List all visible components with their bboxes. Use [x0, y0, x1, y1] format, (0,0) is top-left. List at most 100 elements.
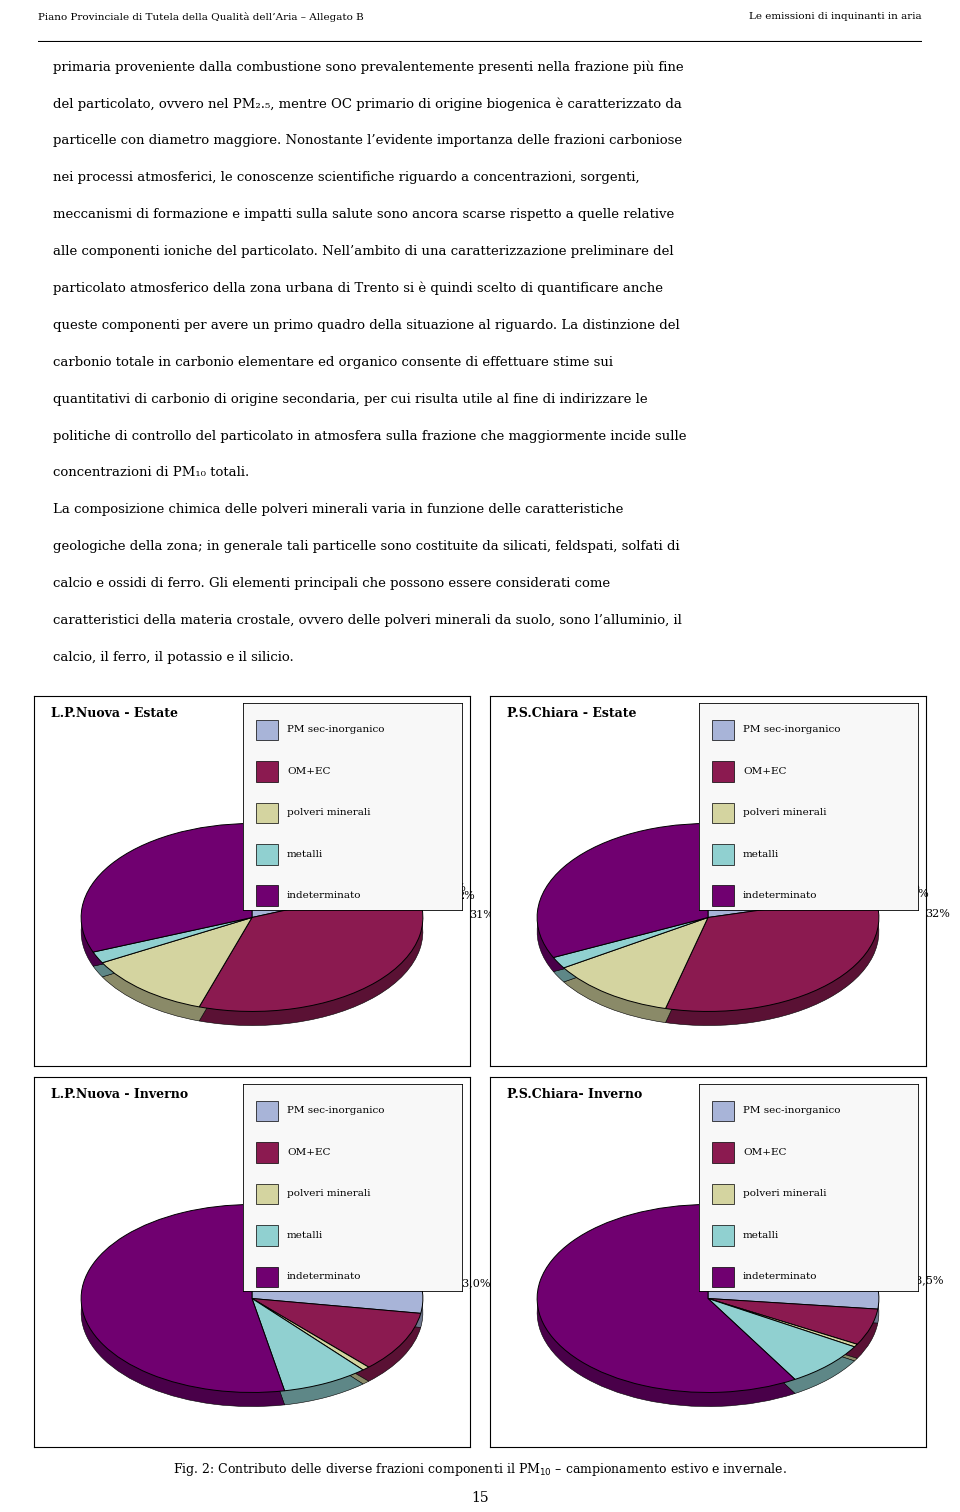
Wedge shape	[708, 1299, 854, 1379]
Wedge shape	[708, 838, 874, 931]
Text: del particolato, ovvero nel PM₂.₅, mentre OC primario di origine biogenica è car: del particolato, ovvero nel PM₂.₅, mentr…	[53, 97, 682, 110]
Text: 0,5%: 0,5%	[821, 1240, 849, 1249]
Text: 8,2%: 8,2%	[395, 1246, 423, 1256]
Wedge shape	[82, 1219, 284, 1406]
Bar	[256, 1184, 278, 1204]
Bar	[256, 1101, 278, 1122]
Text: 33%: 33%	[836, 862, 861, 871]
Bar	[712, 1101, 734, 1122]
Wedge shape	[252, 1299, 363, 1391]
Text: OM+EC: OM+EC	[287, 1148, 330, 1157]
Text: OM+EC: OM+EC	[287, 767, 330, 776]
Bar	[256, 803, 278, 823]
Wedge shape	[708, 1219, 878, 1323]
Bar	[256, 1267, 278, 1287]
Text: PM sec-inorganico: PM sec-inorganico	[287, 726, 384, 735]
Text: meccanismi di formazione e impatti sulla salute sono ancora scarse rispetto a qu: meccanismi di formazione e impatti sulla…	[53, 209, 674, 221]
Wedge shape	[538, 824, 708, 957]
Text: La composizione chimica delle polveri minerali varia in funzione delle caratteri: La composizione chimica delle polveri mi…	[53, 503, 623, 517]
Text: 10,5%: 10,5%	[359, 1238, 395, 1249]
Wedge shape	[708, 824, 874, 918]
Wedge shape	[708, 1312, 877, 1358]
Text: indeterminato: indeterminato	[287, 892, 362, 900]
Text: calcio, il ferro, il potassio e il silicio.: calcio, il ferro, il potassio e il silic…	[53, 652, 294, 664]
Bar	[712, 1267, 734, 1287]
Text: 21%: 21%	[737, 848, 762, 859]
Text: Le emissioni di inquinanti in aria: Le emissioni di inquinanti in aria	[749, 12, 922, 21]
Text: 26,8%: 26,8%	[744, 1229, 780, 1240]
Wedge shape	[93, 918, 252, 963]
Wedge shape	[553, 931, 708, 981]
Wedge shape	[553, 918, 708, 968]
Wedge shape	[252, 838, 411, 931]
Bar	[712, 886, 734, 906]
Text: 36%: 36%	[378, 860, 403, 871]
Wedge shape	[538, 838, 708, 972]
Text: PM sec-inorganico: PM sec-inorganico	[743, 1107, 840, 1116]
Wedge shape	[103, 931, 252, 1021]
Wedge shape	[708, 1299, 857, 1347]
Wedge shape	[252, 1299, 420, 1367]
Text: OM+EC: OM+EC	[743, 1148, 786, 1157]
Text: Piano Provinciale di Tutela della Qualità dell’Aria – Allegato B: Piano Provinciale di Tutela della Qualit…	[38, 12, 364, 23]
Wedge shape	[252, 1312, 420, 1382]
Text: OM+EC: OM+EC	[743, 767, 786, 776]
Bar	[712, 720, 734, 741]
Wedge shape	[93, 931, 252, 977]
Wedge shape	[708, 1312, 854, 1394]
Bar	[712, 803, 734, 823]
Wedge shape	[564, 931, 708, 1022]
Text: 53,0%: 53,0%	[455, 1278, 491, 1288]
Text: polveri minerali: polveri minerali	[287, 1190, 371, 1199]
Bar	[256, 720, 278, 741]
Bar	[256, 886, 278, 906]
Text: concentrazioni di PM₁₀ totali.: concentrazioni di PM₁₀ totali.	[53, 467, 249, 479]
Bar	[712, 1142, 734, 1163]
Text: caratteristici della materia crostale, ovvero delle polveri minerali da suolo, s: caratteristici della materia crostale, o…	[53, 614, 682, 627]
Text: primaria proveniente dalla combustione sono prevalentemente presenti nella frazi: primaria proveniente dalla combustione s…	[53, 60, 684, 74]
Text: polveri minerali: polveri minerali	[743, 809, 827, 818]
Wedge shape	[252, 1299, 369, 1370]
Bar	[256, 844, 278, 865]
Text: 27,5%: 27,5%	[289, 1229, 324, 1240]
Text: metalli: metalli	[743, 1231, 780, 1240]
Text: indeterminato: indeterminato	[287, 1273, 362, 1281]
Text: P.S.Chiara- Inverno: P.S.Chiara- Inverno	[507, 1087, 642, 1101]
Text: 6,3%: 6,3%	[809, 1237, 837, 1247]
Text: politiche di controllo del particolato in atmosfera sulla frazione che maggiorme: politiche di controllo del particolato i…	[53, 429, 686, 443]
Text: metalli: metalli	[287, 1231, 324, 1240]
Wedge shape	[708, 1299, 877, 1344]
Wedge shape	[252, 1219, 422, 1328]
Wedge shape	[199, 883, 422, 1012]
Wedge shape	[82, 1205, 284, 1393]
Text: 7,9%: 7,9%	[834, 1243, 863, 1252]
Bar	[256, 761, 278, 782]
Wedge shape	[252, 1312, 369, 1383]
Wedge shape	[708, 1205, 878, 1309]
Text: polveri minerali: polveri minerali	[287, 809, 371, 818]
Wedge shape	[708, 1312, 857, 1361]
Text: metalli: metalli	[287, 850, 324, 859]
Wedge shape	[199, 897, 422, 1025]
Wedge shape	[665, 894, 878, 1012]
Bar	[256, 1225, 278, 1246]
Text: metalli: metalli	[743, 850, 780, 859]
Bar	[712, 1184, 734, 1204]
Text: 32%: 32%	[925, 909, 949, 919]
Text: geologiche della zona; in generale tali particelle sono costituite da silicati, : geologiche della zona; in generale tali …	[53, 540, 680, 553]
Text: P.S.Chiara - Estate: P.S.Chiara - Estate	[507, 706, 636, 720]
Wedge shape	[103, 918, 252, 1007]
Text: PM sec-inorganico: PM sec-inorganico	[287, 1107, 384, 1116]
Wedge shape	[538, 1219, 795, 1406]
Text: 19%: 19%	[277, 848, 302, 857]
Text: carbonio totale in carbonio elementare ed organico consente di effettuare stime : carbonio totale in carbonio elementare e…	[53, 355, 612, 369]
Wedge shape	[252, 1205, 422, 1314]
Wedge shape	[82, 838, 252, 966]
Text: indeterminato: indeterminato	[743, 892, 818, 900]
Text: polveri minerali: polveri minerali	[743, 1190, 827, 1199]
Bar	[712, 844, 734, 865]
Wedge shape	[665, 909, 878, 1025]
Text: nei processi atmosferici, le conoscenze scientifiche riguardo a concentrazioni, : nei processi atmosferici, le conoscenze …	[53, 171, 639, 184]
Text: 12%: 12%	[442, 883, 467, 894]
Text: 2%: 2%	[911, 889, 929, 900]
